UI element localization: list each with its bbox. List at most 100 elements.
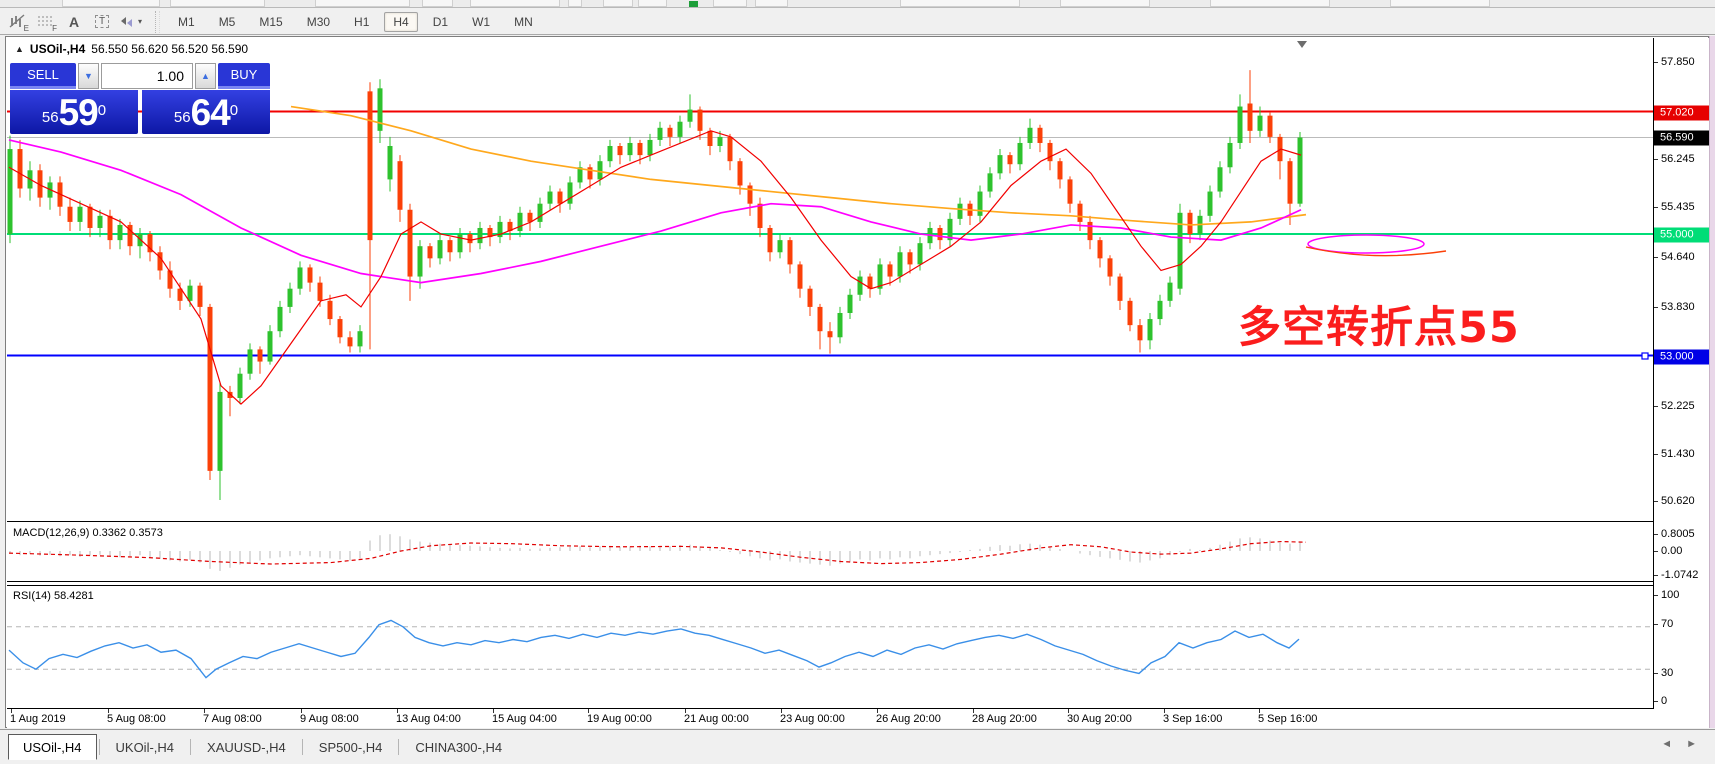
price-scale-tick: [1654, 551, 1658, 552]
time-scale-label: 23 Aug 00:00: [780, 713, 845, 725]
timeframe-button-M1[interactable]: M1: [178, 14, 195, 29]
price-scale-tick: [1654, 595, 1658, 596]
time-scale-tick: [1259, 709, 1260, 713]
time-scale-label: 13 Aug 04:00: [396, 713, 461, 725]
upper-toolbar-strip: [0, 0, 1715, 8]
timeframe-button-H1[interactable]: H1: [354, 14, 370, 29]
arc-object[interactable]: [1305, 246, 1447, 257]
partial-toolbar-button: [1060, 0, 1150, 7]
chart-tab-1[interactable]: USOil-,H4: [8, 734, 97, 760]
tab-separator: [190, 739, 192, 755]
window-edge-strip: [1709, 36, 1715, 728]
price-scale-tick: [1654, 575, 1658, 576]
chart-tab-2[interactable]: UKOil-,H4: [115, 739, 175, 755]
volume-increase-button[interactable]: ▲: [195, 63, 216, 89]
tab-separator: [301, 739, 303, 755]
buy-price-small: 56: [173, 109, 191, 126]
rsi-indicator-panel[interactable]: RSI(14) 58.4281: [7, 585, 1653, 709]
partial-toolbar-button: [638, 0, 667, 7]
macd-indicator-panel[interactable]: MACD(12,26,9) 0.3362 0.3573: [7, 524, 1653, 582]
buy-price-display[interactable]: 56 64 0: [142, 90, 270, 134]
price-scale-label: 55.435: [1661, 201, 1695, 213]
price-chart-area[interactable]: ▲ USOil-,H4 56.550 56.620 56.520 56.590 …: [7, 38, 1653, 522]
time-scale-tick: [973, 709, 974, 713]
time-scale[interactable]: 1 Aug 2019 5 Aug 08:00 7 Aug 08:00 9 Aug 08…: [7, 709, 1709, 728]
chart-tab-4[interactable]: SP500-,H4: [318, 739, 383, 755]
time-scale-label: 28 Aug 20:00: [972, 713, 1037, 725]
timeframe-button-M15[interactable]: M15: [259, 14, 283, 29]
timeframe-button-M30[interactable]: M30: [306, 14, 331, 29]
price-scale-tick: [1654, 673, 1658, 674]
price-scale-label: 53.830: [1661, 301, 1695, 313]
timeframe-button-W1[interactable]: W1: [472, 14, 491, 29]
price-scale-label: 57.850: [1661, 56, 1695, 68]
sell-button[interactable]: SELL: [10, 63, 76, 89]
sell-price-big: 59: [58, 92, 99, 133]
chart-shift-marker[interactable]: [1297, 41, 1307, 48]
time-scale-tick: [108, 709, 109, 713]
time-scale-tick: [1164, 709, 1165, 713]
hline-drag-handle[interactable]: [1641, 352, 1649, 360]
price-scale-tick: [1654, 406, 1658, 407]
timeframe-button-D1[interactable]: D1: [432, 14, 449, 29]
timeframe-button-H4[interactable]: H4: [384, 11, 418, 32]
time-scale-label: 7 Aug 08:00: [203, 713, 262, 725]
tabs-scroll-left-icon[interactable]: ◄: [1661, 738, 1673, 750]
main-toolbar: E F A T ▾ M1 M5 M15 M30 H1 H4 D1 W1 MN: [0, 9, 1715, 35]
chart-title: ▲ USOil-,H4 56.550 56.620 56.520 56.590: [15, 42, 248, 56]
rsi-line: [8, 619, 1300, 679]
chart-tab-bar: USOil-,H4 UKOil-,H4 XAUUSD-,H4 SP500-,H4 CHI…: [0, 729, 1715, 764]
tabs-scroll-right-icon[interactable]: ►: [1686, 738, 1697, 750]
volume-input[interactable]: 1.00: [101, 63, 193, 89]
partial-toolbar-button: [603, 0, 633, 7]
collapse-caret-icon[interactable]: ▲: [15, 44, 24, 54]
chevron-down-icon: ▾: [138, 17, 143, 26]
time-scale-tick: [204, 709, 205, 713]
macd-canvas[interactable]: [7, 524, 1653, 582]
buy-button[interactable]: BUY: [218, 63, 270, 89]
candlestick-canvas[interactable]: [7, 38, 1653, 522]
partial-green-indicator: [689, 1, 698, 7]
time-scale-tick: [493, 709, 494, 713]
time-scale-tick: [301, 709, 302, 713]
time-scale-label: 1 Aug 2019: [10, 713, 66, 725]
partial-toolbar-button: [1210, 0, 1330, 7]
time-scale-label: 5 Sep 16:00: [1258, 713, 1318, 725]
price-scale-label: 100: [1661, 589, 1680, 601]
timeframe-button-M5[interactable]: M5: [218, 14, 236, 29]
price-scale-label: 0.8005: [1661, 528, 1695, 540]
partial-toolbar-button: [170, 0, 265, 7]
price-scale[interactable]: 57.850 57.020 56.590 56.245 55.435 55.000 54.6…: [1653, 38, 1710, 709]
partial-toolbar-button: [315, 0, 410, 7]
partial-toolbar-button: [1390, 0, 1490, 7]
candles-layer: [7, 70, 1303, 501]
ma-mid-line: [8, 139, 1302, 284]
ellipse-object[interactable]: [1307, 234, 1425, 254]
rsi-canvas[interactable]: [7, 586, 1653, 710]
chart-tab-3[interactable]: XAUUSD-,H4: [207, 739, 286, 755]
time-scale-tick: [1068, 709, 1069, 713]
timeframe-button-MN[interactable]: MN: [514, 14, 533, 29]
sell-price-display[interactable]: 56 59 0: [10, 90, 138, 134]
indicators-icon[interactable]: E: [6, 11, 30, 33]
price-badge-56.590: 56.590: [1654, 130, 1710, 146]
shapes-icon[interactable]: ▾: [118, 11, 143, 33]
text-label-icon[interactable]: T: [90, 11, 114, 33]
letter-a-icon[interactable]: A: [68, 13, 80, 30]
ma-fast-line: [8, 130, 1302, 405]
price-scale-label: 56.245: [1661, 153, 1695, 165]
time-scale-label: 26 Aug 20:00: [876, 713, 941, 725]
price-scale-label: 54.640: [1661, 251, 1695, 263]
chart-tab-5[interactable]: CHINA300-,H4: [415, 739, 503, 755]
price-scale-tick: [1654, 454, 1658, 455]
volume-decrease-button[interactable]: ▼: [78, 63, 99, 89]
grid-icon[interactable]: F: [34, 11, 58, 33]
time-scale-label: 30 Aug 20:00: [1067, 713, 1132, 725]
price-scale-tick: [1654, 307, 1658, 308]
price-scale-label: -1.0742: [1661, 569, 1699, 581]
price-scale-tick: [1654, 534, 1658, 535]
price-scale-tick: [1654, 62, 1658, 63]
sell-price-sup: 0: [97, 102, 107, 119]
partial-toolbar-button: [755, 0, 788, 7]
price-scale-tick: [1654, 501, 1658, 502]
